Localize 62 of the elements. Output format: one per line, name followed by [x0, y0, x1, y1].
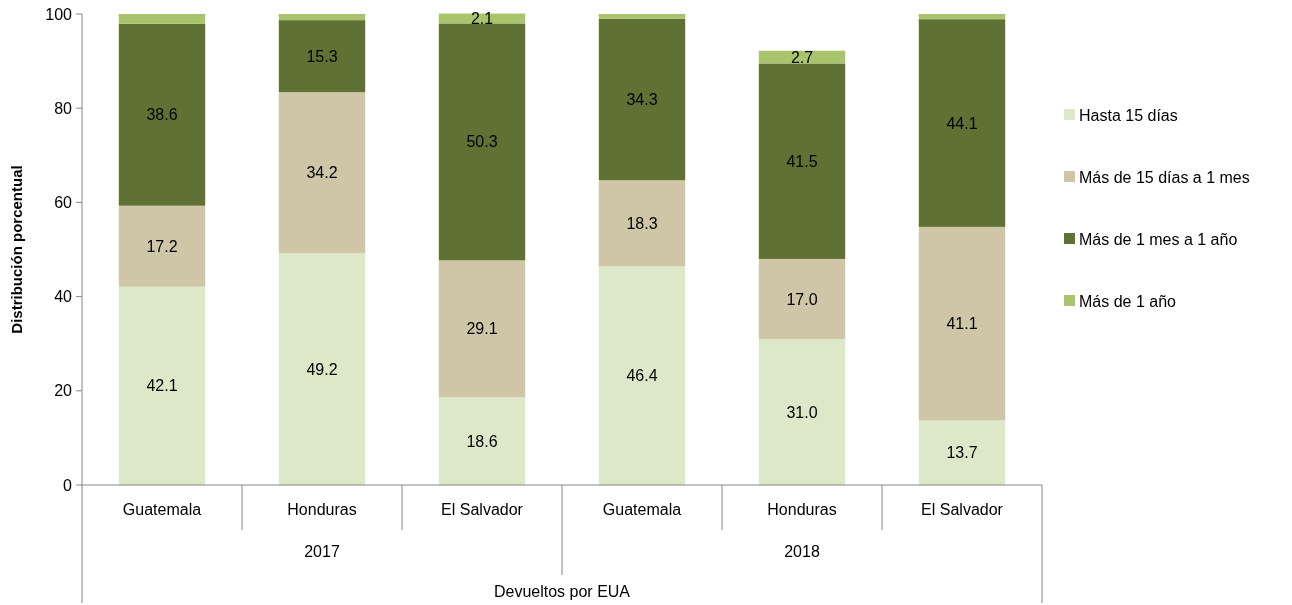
data-label: 2.1 [470, 10, 494, 28]
data-label: 41.1 [946, 315, 978, 333]
data-label: 38.6 [146, 106, 178, 124]
x-axis-title: Devueltos por EUA [493, 583, 631, 600]
legend-label: Más de 15 días a 1 mes [1079, 168, 1250, 186]
data-label: 41.5 [786, 152, 818, 170]
bar [438, 260, 526, 398]
bar [598, 266, 686, 485]
data-label: 50.3 [466, 133, 498, 151]
bar [118, 23, 206, 206]
data-label: 44.1 [946, 114, 978, 132]
y-axis-title: Distribución porcentual [8, 165, 25, 334]
bar [118, 205, 206, 287]
bar [598, 14, 686, 19]
data-label: 31.0 [786, 403, 818, 421]
data-label: 13.7 [946, 444, 978, 462]
y-tick-label: 0 [63, 476, 73, 494]
data-label: 17.0 [786, 290, 818, 308]
data-label: 18.3 [626, 214, 658, 232]
bar [438, 23, 526, 261]
data-label: 34.3 [626, 91, 658, 109]
data-label: 29.1 [466, 320, 498, 338]
text: 2017 [304, 543, 340, 560]
bar [278, 253, 366, 485]
legend-label: Hasta 15 días [1079, 106, 1178, 124]
data-label: 49.2 [306, 360, 338, 378]
data-label: 46.4 [626, 367, 658, 385]
text: 2018 [784, 543, 820, 560]
legend-label: Más de 1 año [1079, 292, 1177, 310]
data-label: 15.3 [306, 47, 338, 65]
data-label: 42.1 [146, 377, 178, 395]
x-tick-label: Guatemala [602, 501, 682, 518]
data-label: 2.7 [790, 48, 814, 66]
bar [758, 258, 846, 339]
bar [278, 20, 366, 93]
bar [118, 14, 206, 24]
bar [758, 63, 846, 259]
data-label: 34.2 [306, 164, 338, 182]
x-tick-label: Honduras [287, 501, 357, 518]
bar [598, 180, 686, 267]
y-tick-label: 60 [54, 194, 73, 211]
bar [758, 338, 846, 485]
bar [918, 19, 1006, 227]
legend-label: Más de 1 mes a 1 año [1079, 230, 1238, 248]
x-tick-label: El Salvador [441, 501, 524, 518]
bar [918, 420, 1006, 485]
bar [278, 92, 366, 254]
bar [918, 14, 1006, 20]
y-tick-label: 80 [54, 99, 73, 117]
data-label: 18.6 [466, 432, 498, 450]
x-tick-label: El Salvador [921, 501, 1004, 518]
y-tick-label: 20 [54, 382, 73, 400]
bar [598, 18, 686, 181]
bar [918, 226, 1006, 421]
bar [278, 14, 366, 21]
data-label: 17.2 [146, 237, 178, 255]
x-tick-label: Honduras [767, 501, 837, 518]
x-tick-label: Guatemala [122, 501, 202, 518]
y-tick-label: 40 [54, 288, 73, 306]
y-tick-label: 100 [45, 5, 73, 23]
bar [438, 397, 526, 485]
bar [118, 286, 206, 485]
